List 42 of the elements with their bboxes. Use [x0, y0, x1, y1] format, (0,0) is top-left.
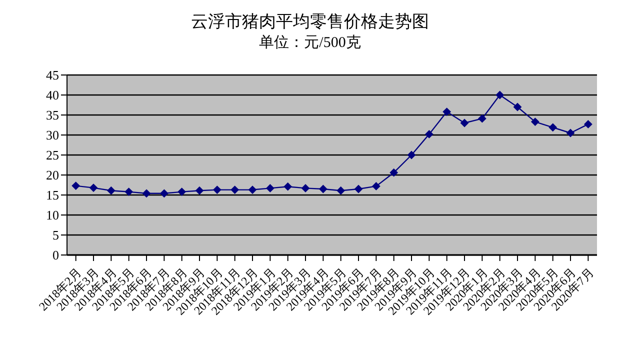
y-tick-label: 5 — [52, 228, 59, 243]
point — [408, 151, 416, 159]
chart-title: 云浮市猪肉平均零售价格走势图 — [190, 11, 430, 33]
y-tick-label: 20 — [46, 168, 59, 183]
point — [248, 186, 256, 194]
point — [160, 189, 168, 198]
point — [566, 129, 574, 137]
point — [90, 184, 98, 192]
y-tick-label: 15 — [46, 188, 59, 203]
point — [266, 184, 274, 192]
y-tick-label: 25 — [46, 148, 59, 163]
point — [72, 182, 80, 190]
point — [230, 186, 239, 194]
point — [548, 123, 557, 132]
point — [531, 118, 540, 126]
y-tick-label: 30 — [46, 128, 59, 143]
y-tick-label: 35 — [46, 108, 59, 123]
point — [319, 185, 328, 193]
point — [196, 186, 204, 195]
y-tick-label: 45 — [46, 68, 59, 83]
point — [124, 188, 133, 196]
point — [514, 103, 522, 111]
point — [496, 91, 504, 99]
point — [284, 182, 292, 191]
point — [372, 182, 380, 190]
y-tick-label: 40 — [46, 88, 59, 103]
point — [478, 114, 486, 123]
y-tick-label: 10 — [46, 208, 59, 223]
point — [425, 130, 434, 138]
point — [142, 189, 150, 198]
point — [302, 184, 310, 192]
point — [107, 186, 116, 195]
point — [390, 168, 398, 177]
point — [460, 119, 468, 127]
point — [213, 186, 222, 194]
point — [336, 186, 345, 195]
point — [178, 188, 186, 196]
point — [354, 185, 362, 193]
chart-subtitle: 单位：元/500克 — [258, 34, 362, 52]
y-tick-label: 0 — [52, 248, 59, 263]
point — [584, 120, 592, 128]
point — [442, 108, 451, 116]
